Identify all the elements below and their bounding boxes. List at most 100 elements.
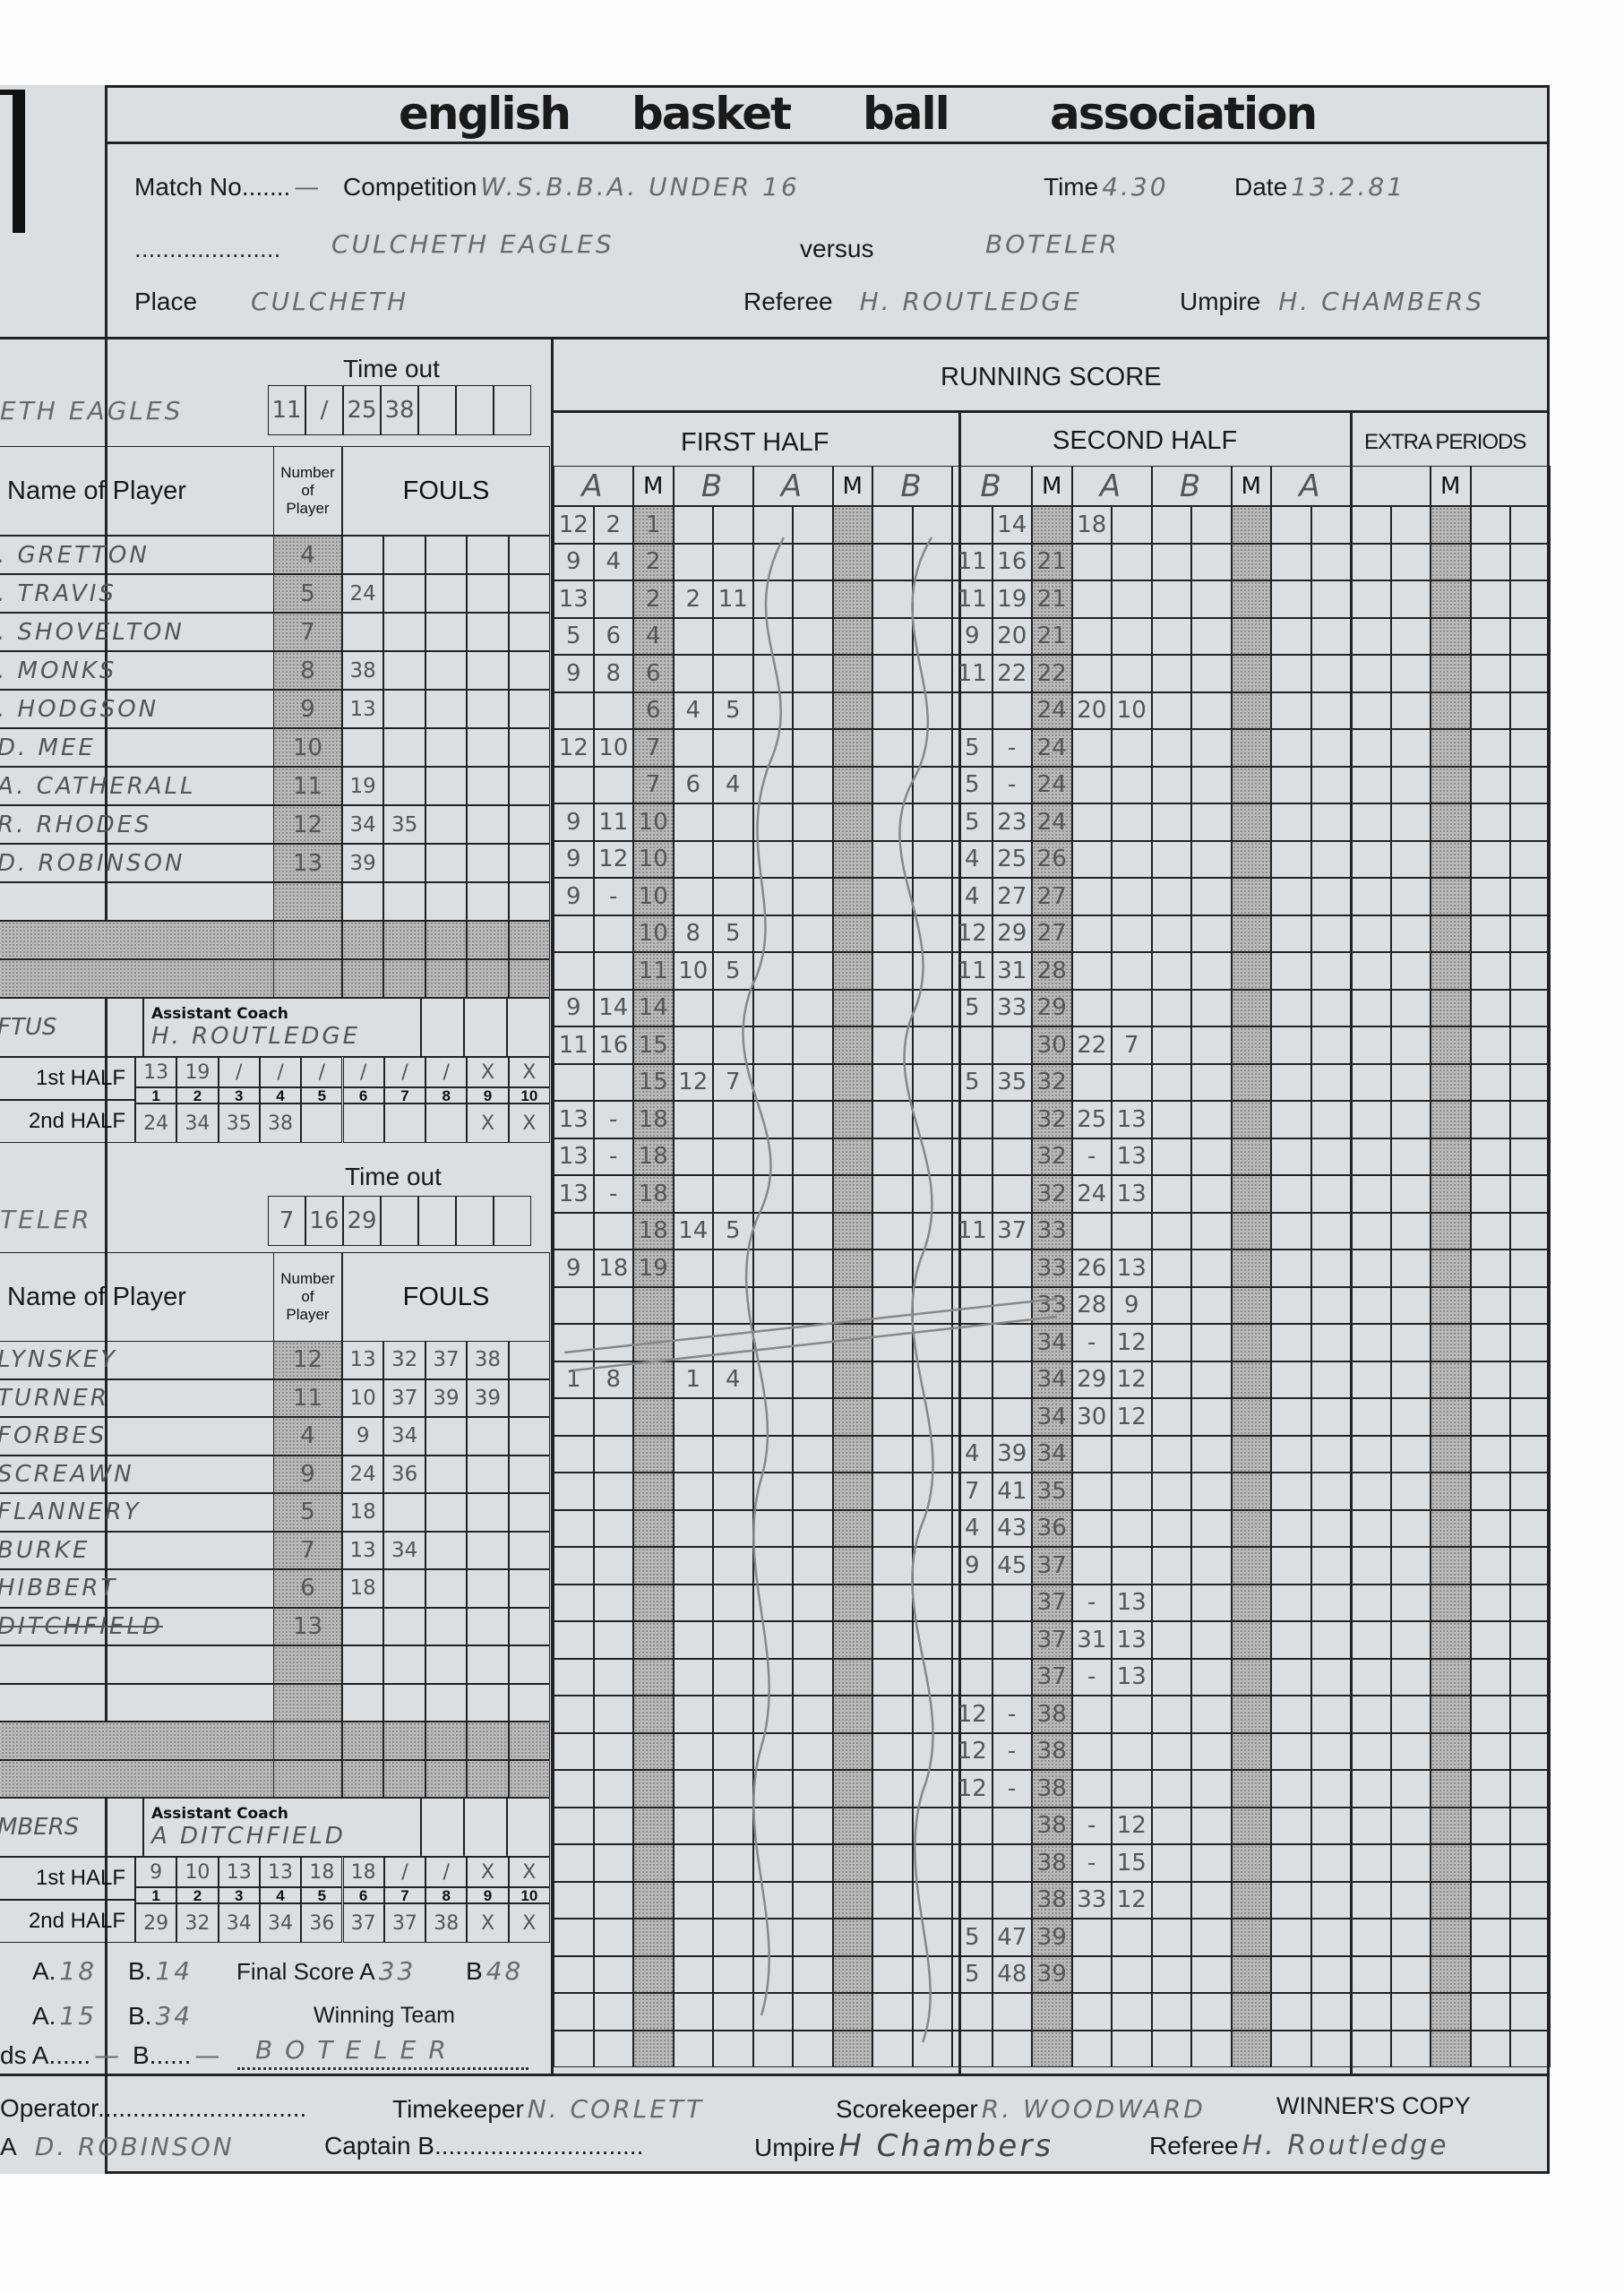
score-entry-cell[interactable] [793, 2030, 833, 2067]
score-entry-cell[interactable] [793, 691, 833, 729]
running-score-cell[interactable] [832, 1509, 872, 1547]
score-entry-cell[interactable]: 9 [554, 655, 594, 692]
score-entry-cell[interactable] [593, 1696, 633, 1733]
running-score-cell[interactable]: 15 [633, 1026, 674, 1064]
running-score-cell[interactable]: 14 [633, 989, 674, 1026]
score-entry-cell[interactable] [713, 2030, 753, 2067]
running-score-cell[interactable] [832, 1473, 872, 1510]
running-score-cell[interactable] [832, 1324, 872, 1361]
score-entry-cell[interactable] [673, 1993, 713, 2031]
score-entry-cell[interactable] [673, 729, 713, 767]
score-entry-cell[interactable] [593, 1993, 633, 2031]
score-entry-cell[interactable]: 18 [593, 1250, 633, 1287]
score-entry-cell[interactable] [752, 952, 793, 990]
score-entry-cell[interactable]: - [593, 1175, 633, 1213]
running-score-cell[interactable]: 6 [633, 655, 674, 692]
score-entry-cell[interactable] [673, 1398, 713, 1436]
running-score-cell[interactable] [832, 2030, 872, 2067]
score-entry-cell[interactable] [793, 1473, 833, 1510]
score-entry-cell[interactable]: - [593, 878, 633, 915]
score-entry-cell[interactable] [713, 1621, 753, 1659]
running-score-cell[interactable]: 10 [633, 915, 674, 952]
score-entry-cell[interactable] [673, 1919, 713, 1956]
score-entry-cell[interactable] [713, 1732, 753, 1770]
score-entry-cell[interactable] [752, 1547, 793, 1584]
score-entry-cell[interactable] [752, 989, 793, 1026]
score-entry-cell[interactable]: 5 [713, 691, 753, 729]
score-entry-cell[interactable] [752, 729, 793, 767]
score-entry-cell[interactable] [713, 1770, 753, 1808]
score-entry-cell[interactable]: 11 [554, 1026, 594, 1064]
running-score-cell[interactable] [832, 1138, 872, 1175]
score-entry-cell[interactable] [554, 1398, 594, 1436]
score-entry-cell[interactable] [713, 506, 753, 544]
team-b-name[interactable]: BOTELER [985, 229, 1120, 259]
running-score-cell[interactable] [633, 1696, 674, 1733]
score-entry-cell[interactable] [673, 543, 713, 580]
running-score-cell[interactable]: 4 [633, 617, 674, 655]
score-entry-cell[interactable]: 5 [713, 952, 753, 990]
running-score-cell[interactable]: 1 [633, 506, 674, 544]
score-entry-cell[interactable] [793, 1138, 833, 1175]
score-entry-cell[interactable] [593, 691, 633, 729]
score-entry-cell[interactable] [752, 1955, 793, 1993]
score-entry-cell[interactable] [713, 543, 753, 580]
score-entry-cell[interactable] [554, 1732, 594, 1770]
score-entry-cell[interactable]: 13 [554, 1101, 594, 1138]
score-entry-cell[interactable]: 8 [593, 1361, 633, 1398]
score-entry-cell[interactable] [752, 543, 793, 580]
score-entry-cell[interactable] [713, 1658, 753, 1696]
running-score-cell[interactable] [832, 580, 872, 618]
score-entry-cell[interactable] [713, 1547, 753, 1584]
score-entry-cell[interactable] [593, 1658, 633, 1696]
score-entry-cell[interactable] [554, 1435, 594, 1473]
score-entry-cell[interactable] [673, 1286, 713, 1324]
score-entry-cell[interactable] [793, 1250, 833, 1287]
running-score-cell[interactable] [633, 1770, 674, 1808]
running-score-cell[interactable] [633, 2030, 674, 2067]
score-entry-cell[interactable] [872, 1732, 913, 1770]
running-score-cell[interactable] [633, 1361, 674, 1398]
score-entry-cell[interactable] [752, 1286, 793, 1324]
score-entry-cell[interactable] [554, 1063, 594, 1101]
score-entry-cell[interactable]: 4 [713, 1361, 753, 1398]
score-entry-cell[interactable] [752, 915, 793, 952]
score-entry-cell[interactable] [713, 1398, 753, 1436]
score-entry-cell[interactable] [752, 1658, 793, 1696]
running-score-cell[interactable] [633, 1286, 674, 1324]
score-entry-cell[interactable] [713, 1584, 753, 1621]
score-entry-cell[interactable] [793, 1435, 833, 1473]
score-entry-cell[interactable] [673, 1175, 713, 1213]
score-entry-cell[interactable]: 9 [554, 989, 594, 1026]
running-score-cell[interactable] [633, 1584, 674, 1621]
score-entry-cell[interactable] [554, 1955, 594, 1993]
score-entry-cell[interactable] [872, 655, 913, 692]
running-score-cell[interactable] [832, 506, 872, 544]
score-entry-cell[interactable] [673, 1101, 713, 1138]
score-entry-cell[interactable] [793, 989, 833, 1026]
score-entry-cell[interactable] [673, 655, 713, 692]
score-entry-cell[interactable] [554, 915, 594, 952]
score-entry-cell[interactable] [752, 1361, 793, 1398]
score-entry-cell[interactable] [554, 1621, 594, 1659]
score-entry-cell[interactable]: 9 [554, 543, 594, 580]
score-entry-cell[interactable] [872, 1770, 913, 1808]
score-entry-cell[interactable] [872, 1658, 913, 1696]
score-entry-cell[interactable] [713, 655, 753, 692]
score-entry-cell[interactable] [713, 803, 753, 841]
score-entry-cell[interactable] [793, 617, 833, 655]
score-entry-cell[interactable] [793, 1955, 833, 1993]
score-entry-cell[interactable]: 12 [554, 729, 594, 767]
score-entry-cell[interactable]: 8 [593, 655, 633, 692]
score-entry-cell[interactable] [713, 1807, 753, 1844]
score-entry-cell[interactable] [673, 840, 713, 878]
score-entry-cell[interactable]: 2 [593, 506, 633, 544]
score-entry-cell[interactable] [713, 1919, 753, 1956]
score-entry-cell[interactable]: 13 [554, 1175, 594, 1213]
score-entry-cell[interactable] [752, 691, 793, 729]
score-entry-cell[interactable] [872, 1807, 913, 1844]
score-entry-cell[interactable] [713, 1993, 753, 2031]
score-entry-cell[interactable] [673, 1473, 713, 1510]
score-entry-cell[interactable] [752, 580, 793, 618]
score-entry-cell[interactable] [713, 729, 753, 767]
